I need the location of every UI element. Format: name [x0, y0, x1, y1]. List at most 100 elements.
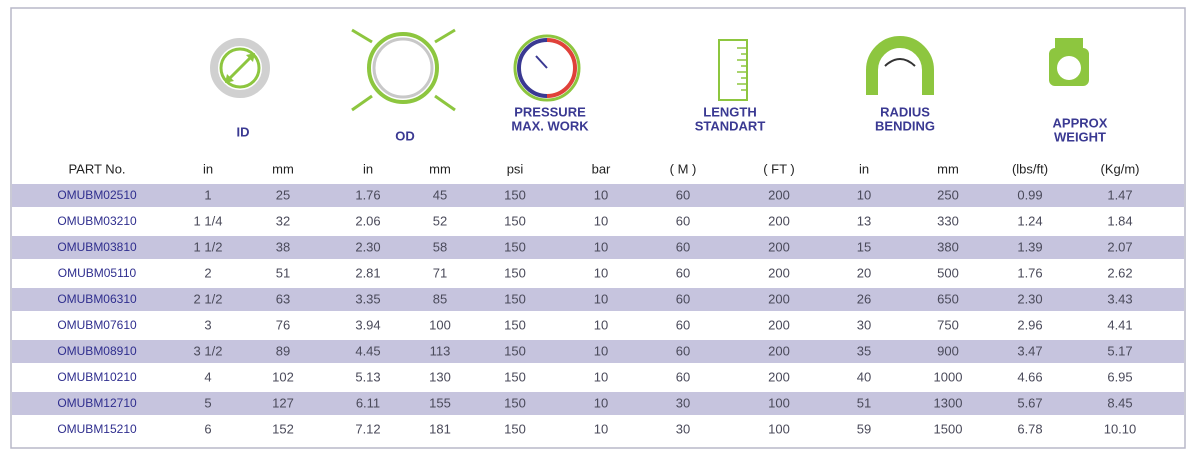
cell: 2.81: [355, 265, 380, 280]
cell: 10.10: [1104, 421, 1137, 436]
cell: 200: [768, 213, 790, 228]
cell: 2.62: [1107, 265, 1132, 280]
cell: 38: [276, 239, 290, 254]
column-header: (lbs/ft): [1012, 161, 1048, 176]
group-label: PRESSURE: [514, 104, 586, 119]
cell: 40: [857, 369, 871, 384]
cell: 900: [937, 343, 959, 358]
cell: 150: [504, 421, 526, 436]
cell: 2.30: [355, 239, 380, 254]
cell: 2 1/2: [194, 291, 223, 306]
cell: 150: [504, 291, 526, 306]
cell: 4.41: [1107, 317, 1132, 332]
part-number: OMUBM06310: [57, 292, 137, 306]
column-header: (Kg/m): [1101, 161, 1140, 176]
cell: 150: [504, 187, 526, 202]
cell: 2: [204, 265, 211, 280]
cell: 60: [676, 317, 690, 332]
icon-radius: [866, 36, 934, 95]
cell: 3.43: [1107, 291, 1132, 306]
row-band: [12, 236, 1184, 259]
cell: 650: [937, 291, 959, 306]
cell: 200: [768, 239, 790, 254]
group-label: ID: [237, 124, 250, 139]
cell: 10: [857, 187, 871, 202]
cell: 3 1/2: [194, 343, 223, 358]
cell: 150: [504, 265, 526, 280]
cell: 2.07: [1107, 239, 1132, 254]
column-header: mm: [937, 161, 959, 176]
cell: 330: [937, 213, 959, 228]
cell: 89: [276, 343, 290, 358]
cell: 58: [433, 239, 447, 254]
cell: 1.47: [1107, 187, 1132, 202]
cell: 3.94: [355, 317, 380, 332]
cell: 10: [594, 213, 608, 228]
cell: 150: [504, 239, 526, 254]
group-label: STANDART: [695, 118, 766, 133]
group-label: MAX. WORK: [511, 118, 589, 133]
cell: 7.12: [355, 421, 380, 436]
icon-weight: [1049, 38, 1089, 86]
icon-length: [718, 39, 748, 101]
cell: 1 1/2: [194, 239, 223, 254]
cell: 200: [768, 317, 790, 332]
cell: 10: [594, 369, 608, 384]
cell: 15: [857, 239, 871, 254]
cell: 10: [594, 187, 608, 202]
cell: 113: [430, 343, 451, 358]
cell: 200: [768, 291, 790, 306]
cell: 10: [594, 343, 608, 358]
cell: 26: [857, 291, 871, 306]
cell: 100: [429, 317, 451, 332]
icon-od: [351, 28, 456, 112]
part-number: OMUBM03810: [57, 240, 137, 254]
cell: 2.96: [1017, 317, 1042, 332]
cell: 45: [433, 187, 447, 202]
cell: 5.67: [1017, 395, 1042, 410]
column-header: in: [203, 161, 213, 176]
cell: 2.30: [1017, 291, 1042, 306]
cell: 51: [857, 395, 871, 410]
group-label: RADIUS: [880, 104, 930, 119]
cell: 3.35: [355, 291, 380, 306]
cell: 1: [204, 187, 211, 202]
cell: 10: [594, 291, 608, 306]
cell: 35: [857, 343, 871, 358]
group-label: APPROX: [1053, 115, 1108, 130]
cell: 5: [204, 395, 211, 410]
cell: 6: [204, 421, 211, 436]
cell: 60: [676, 239, 690, 254]
cell: 30: [676, 421, 690, 436]
cell: 1.76: [1017, 265, 1042, 280]
cell: 4.66: [1017, 369, 1042, 384]
part-number: OMUBM12710: [57, 396, 137, 410]
cell: 4: [204, 369, 211, 384]
frame: [10, 7, 1186, 449]
cell: 200: [768, 265, 790, 280]
cell: 5.13: [355, 369, 380, 384]
cell: 150: [504, 213, 526, 228]
cell: 150: [504, 369, 526, 384]
cell: 6.11: [356, 395, 380, 410]
column-header: psi: [507, 161, 524, 176]
cell: 10: [594, 395, 608, 410]
cell: 1.39: [1017, 239, 1042, 254]
cell: 3.47: [1017, 343, 1042, 358]
cell: 32: [276, 213, 290, 228]
cell: 250: [937, 187, 959, 202]
group-label: BENDING: [875, 118, 935, 133]
part-number: OMUBM10210: [57, 370, 137, 384]
cell: 59: [857, 421, 871, 436]
cell: 8.45: [1107, 395, 1132, 410]
cell: 52: [433, 213, 447, 228]
column-header: in: [363, 161, 373, 176]
row-band: [12, 288, 1184, 311]
cell: 150: [504, 317, 526, 332]
cell: 100: [768, 421, 790, 436]
cell: 181: [429, 421, 451, 436]
cell: 1000: [934, 369, 963, 384]
cell: 30: [857, 317, 871, 332]
row-band: [12, 392, 1184, 415]
cell: 750: [937, 317, 959, 332]
